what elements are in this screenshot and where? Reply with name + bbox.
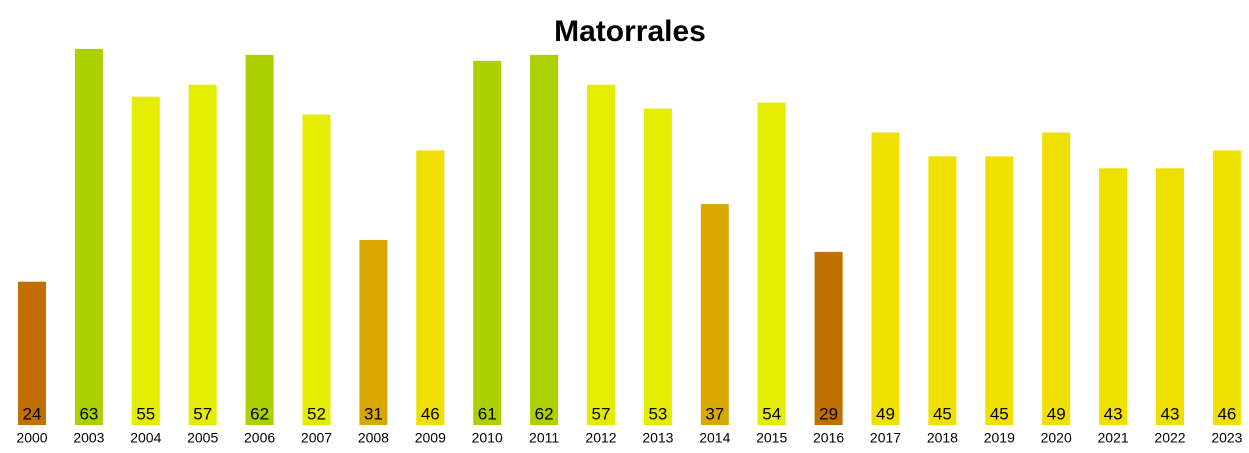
x-tick-label: 2013: [642, 430, 673, 446]
value-label: 54: [762, 404, 781, 423]
value-label: 55: [136, 404, 155, 423]
bar: [18, 281, 46, 425]
value-label: 29: [819, 404, 838, 423]
value-label: 49: [1047, 404, 1066, 423]
value-label: 62: [250, 404, 269, 423]
bar: [530, 54, 559, 426]
bar: [643, 108, 672, 425]
bar: [814, 251, 843, 425]
bar: [188, 84, 217, 426]
bar: [302, 114, 331, 425]
bar: [928, 156, 957, 425]
x-tick-label: 2021: [1098, 430, 1129, 446]
x-tick-label: 2000: [16, 430, 47, 446]
bar: [1212, 150, 1241, 425]
x-tick-label: 2019: [984, 430, 1015, 446]
x-tick-label: 2010: [472, 430, 503, 446]
bar: [871, 132, 900, 425]
x-tick-label: 2003: [73, 430, 104, 446]
value-label: 57: [193, 404, 212, 423]
x-tick-label: 2016: [813, 430, 844, 446]
value-label: 62: [535, 404, 554, 423]
bar: [700, 204, 729, 425]
value-label: 46: [1217, 404, 1236, 423]
bar: [1156, 168, 1184, 426]
bar: [587, 84, 615, 426]
bar: [359, 239, 388, 425]
x-tick-label: 2007: [301, 430, 332, 446]
x-tick-label: 2018: [927, 430, 958, 446]
value-label: 46: [421, 404, 440, 423]
value-label: 45: [933, 404, 952, 423]
x-tick-label: 2017: [870, 430, 901, 446]
value-label: 24: [23, 404, 42, 423]
bar: [416, 150, 445, 425]
value-label: 63: [79, 404, 98, 423]
x-tick-label: 2004: [130, 430, 161, 446]
bar: [245, 54, 274, 426]
x-tick-label: 2006: [244, 430, 275, 446]
value-label: 49: [876, 404, 895, 423]
chart-title: Matorrales: [554, 15, 706, 48]
bar: [131, 96, 160, 426]
bar: [757, 102, 786, 426]
x-tick-label: 2008: [358, 430, 389, 446]
value-label: 45: [990, 404, 1009, 423]
x-tick-label: 2023: [1211, 430, 1242, 446]
bar: [1099, 168, 1128, 426]
x-tick-label: 2009: [415, 430, 446, 446]
bar: [74, 48, 103, 425]
value-label: 37: [705, 404, 724, 423]
x-tick-label: 2014: [699, 430, 730, 446]
x-tick-label: 2005: [187, 430, 218, 446]
x-tick-label: 2012: [585, 430, 616, 446]
value-label: 52: [307, 404, 326, 423]
value-label: 31: [364, 404, 383, 423]
bar: [985, 156, 1014, 425]
value-label: 57: [592, 404, 611, 423]
x-tick-label: 2011: [529, 430, 559, 446]
bar: [1042, 132, 1071, 425]
bar: [473, 60, 502, 425]
x-tick-label: 2022: [1154, 430, 1185, 446]
value-label: 61: [478, 404, 497, 423]
value-label: 43: [1161, 404, 1180, 423]
x-tick-label: 2020: [1041, 430, 1072, 446]
x-tick-label: 2015: [756, 430, 787, 446]
value-label: 43: [1104, 404, 1123, 423]
value-label: 53: [648, 404, 667, 423]
